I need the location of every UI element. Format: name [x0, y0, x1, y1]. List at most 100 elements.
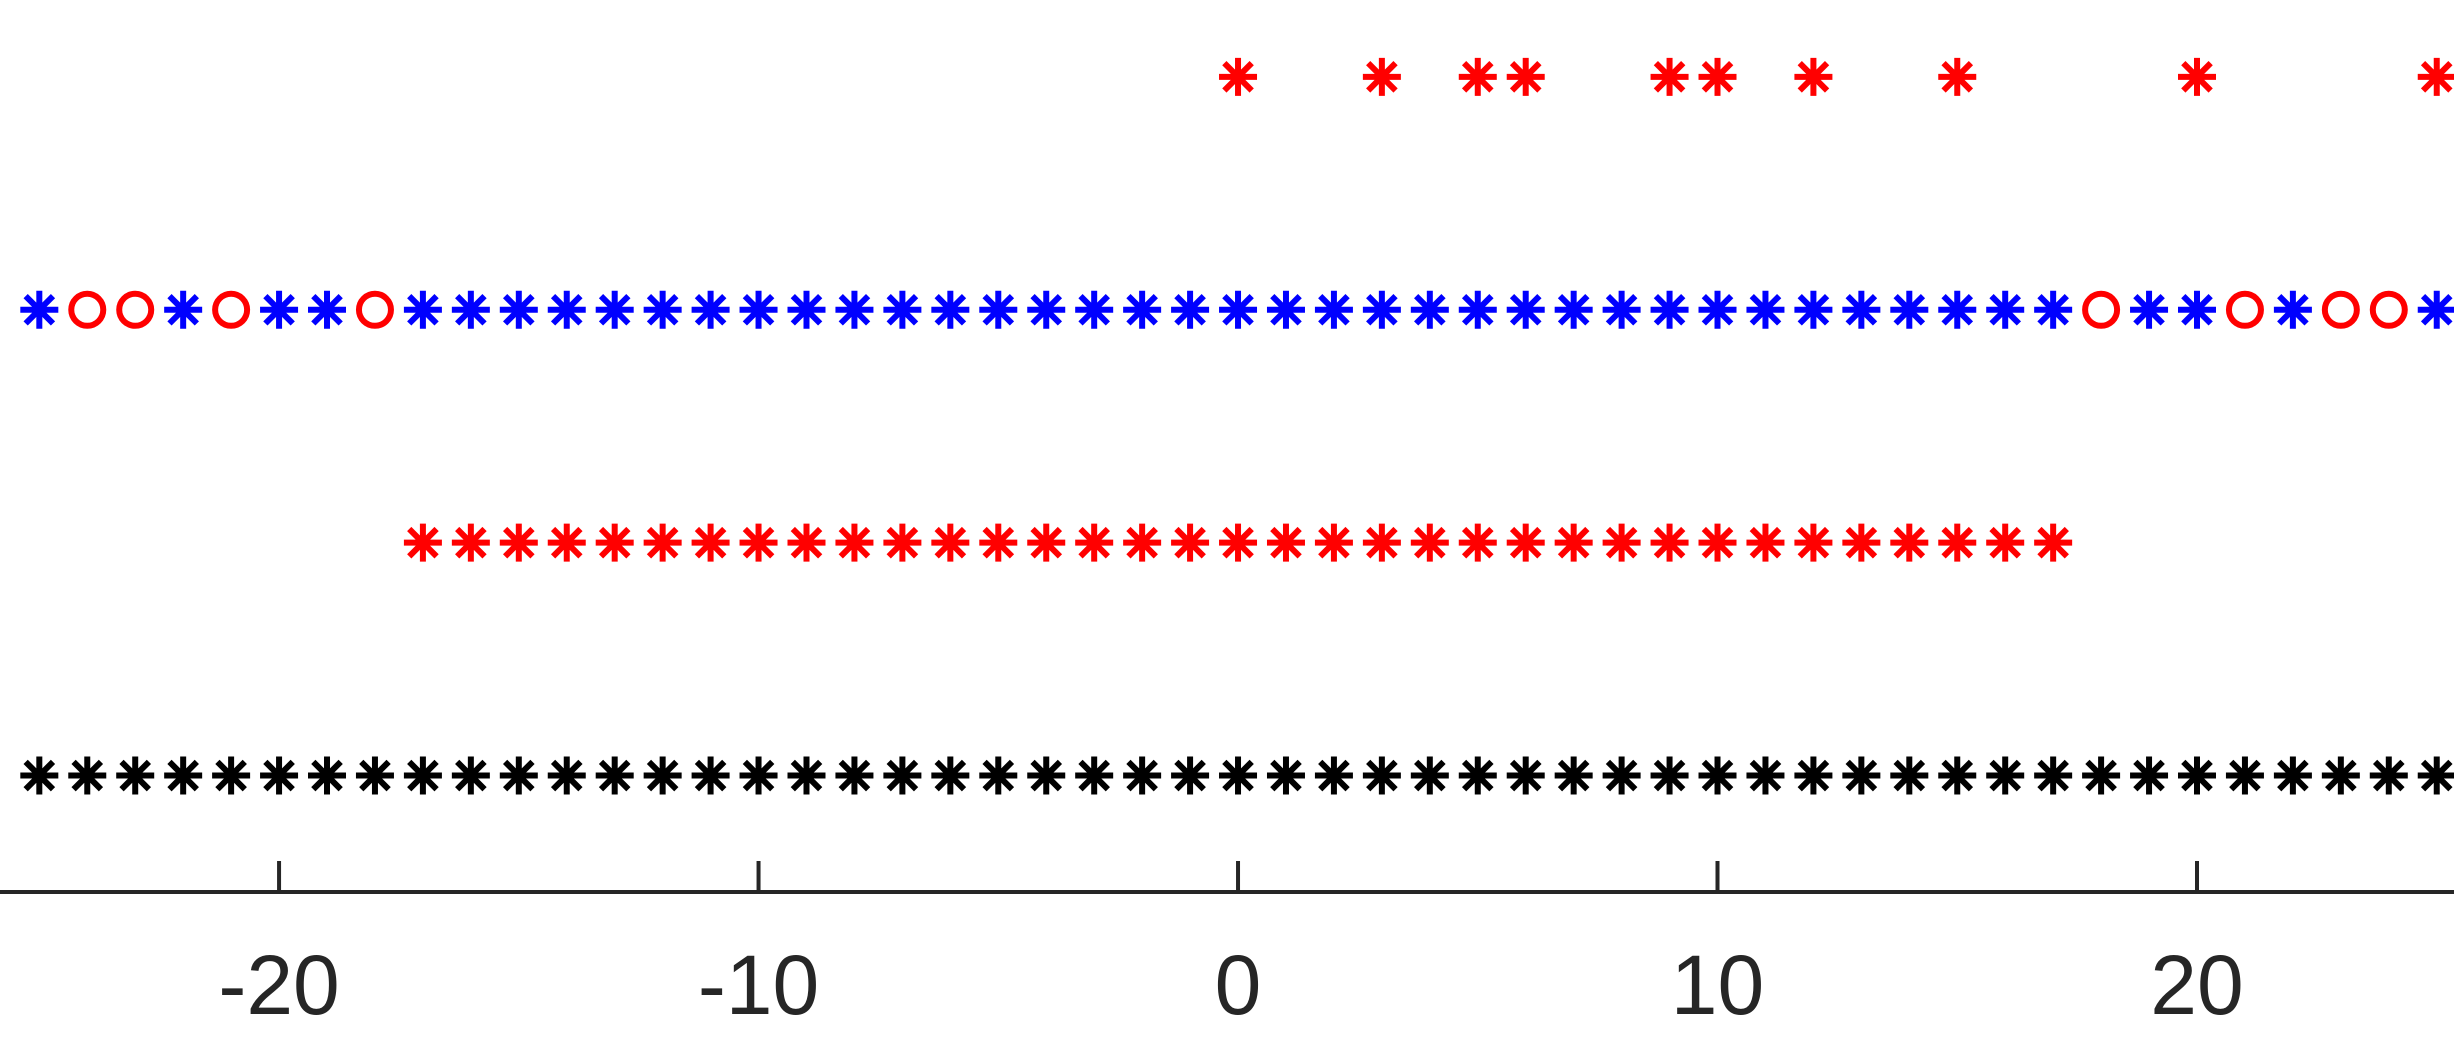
point-asterisk — [1650, 57, 1689, 96]
point-asterisk — [1506, 756, 1545, 795]
point-asterisk — [451, 756, 490, 795]
point-asterisk — [1794, 290, 1833, 329]
point-asterisk — [1698, 523, 1737, 562]
point-asterisk — [883, 756, 922, 795]
x-tick-label: 20 — [2150, 938, 2243, 1032]
x-tick-label: -20 — [218, 938, 339, 1032]
point-asterisk — [787, 523, 826, 562]
point-asterisk — [739, 756, 778, 795]
point-asterisk — [1842, 290, 1881, 329]
point-asterisk — [739, 523, 778, 562]
point-asterisk — [547, 756, 586, 795]
point-asterisk — [1650, 290, 1689, 329]
point-asterisk — [1075, 756, 1114, 795]
point-asterisk — [2178, 57, 2216, 96]
point-asterisk — [1794, 523, 1833, 562]
point-asterisk — [1986, 523, 2025, 562]
point-asterisk — [1027, 523, 1066, 562]
point-asterisk — [1650, 756, 1689, 795]
point-asterisk — [1698, 756, 1737, 795]
point-asterisk — [1362, 290, 1401, 329]
point-asterisk — [1219, 523, 1258, 562]
point-asterisk — [1506, 523, 1545, 562]
point-asterisk — [1219, 290, 1258, 329]
point-asterisk — [2130, 756, 2169, 795]
point-asterisk — [643, 756, 682, 795]
point-asterisk — [1266, 523, 1305, 562]
point-asterisk — [1075, 290, 1114, 329]
point-asterisk — [1219, 756, 1258, 795]
point-asterisk — [1650, 523, 1689, 562]
point-asterisk — [403, 523, 442, 562]
point-asterisk — [1362, 523, 1401, 562]
point-asterisk — [1938, 290, 1977, 329]
point-asterisk — [1458, 290, 1497, 329]
point-asterisk — [1506, 57, 1545, 96]
point-asterisk — [2417, 756, 2454, 795]
point-asterisk — [2034, 290, 2073, 329]
point-asterisk — [1362, 57, 1401, 96]
point-asterisk — [1314, 756, 1353, 795]
point-asterisk — [2034, 523, 2073, 562]
point-asterisk — [2082, 756, 2121, 795]
point-asterisk — [451, 290, 490, 329]
point-asterisk — [931, 290, 970, 329]
point-asterisk — [643, 523, 682, 562]
point-asterisk — [1554, 523, 1593, 562]
x-tick-label: 10 — [1671, 938, 1764, 1032]
point-asterisk — [1938, 756, 1977, 795]
point-asterisk — [403, 290, 442, 329]
point-asterisk — [691, 756, 730, 795]
point-asterisk — [883, 290, 922, 329]
point-circle — [68, 290, 107, 329]
point-asterisk — [547, 290, 586, 329]
point-asterisk — [1602, 523, 1641, 562]
point-asterisk — [1890, 290, 1929, 329]
point-asterisk — [1602, 290, 1641, 329]
point-asterisk — [1410, 523, 1449, 562]
point-asterisk — [2130, 290, 2169, 329]
point-asterisk — [499, 523, 538, 562]
point-asterisk — [1554, 756, 1593, 795]
point-asterisk — [499, 290, 538, 329]
point-asterisk — [403, 756, 442, 795]
point-asterisk — [739, 290, 778, 329]
point-asterisk — [691, 523, 730, 562]
point-asterisk — [1938, 523, 1977, 562]
point-asterisk — [1171, 523, 1210, 562]
point-asterisk — [1410, 756, 1449, 795]
point-asterisk — [643, 290, 682, 329]
point-asterisk — [1842, 523, 1881, 562]
point-asterisk — [451, 523, 490, 562]
point-asterisk — [1458, 523, 1497, 562]
point-asterisk — [883, 523, 922, 562]
point-asterisk — [787, 290, 826, 329]
point-circle — [212, 290, 251, 329]
point-asterisk — [1123, 523, 1162, 562]
point-asterisk — [212, 756, 251, 795]
point-asterisk — [931, 756, 970, 795]
point-asterisk — [979, 523, 1018, 562]
point-asterisk — [1458, 57, 1497, 96]
point-asterisk — [1794, 57, 1833, 96]
point-circle — [116, 290, 155, 329]
point-asterisk — [547, 523, 586, 562]
point-asterisk — [1266, 756, 1305, 795]
point-asterisk — [20, 290, 59, 329]
point-asterisk — [2417, 57, 2454, 96]
point-asterisk — [787, 756, 826, 795]
point-asterisk — [835, 290, 874, 329]
point-asterisk — [1986, 290, 2025, 329]
point-asterisk — [1075, 523, 1114, 562]
point-asterisk — [116, 756, 155, 795]
point-asterisk — [2417, 290, 2454, 329]
point-asterisk — [595, 756, 634, 795]
point-asterisk — [1794, 756, 1833, 795]
point-asterisk — [1410, 290, 1449, 329]
point-asterisk — [1123, 756, 1162, 795]
point-asterisk — [308, 290, 347, 329]
point-asterisk — [595, 290, 634, 329]
point-asterisk — [1171, 290, 1210, 329]
